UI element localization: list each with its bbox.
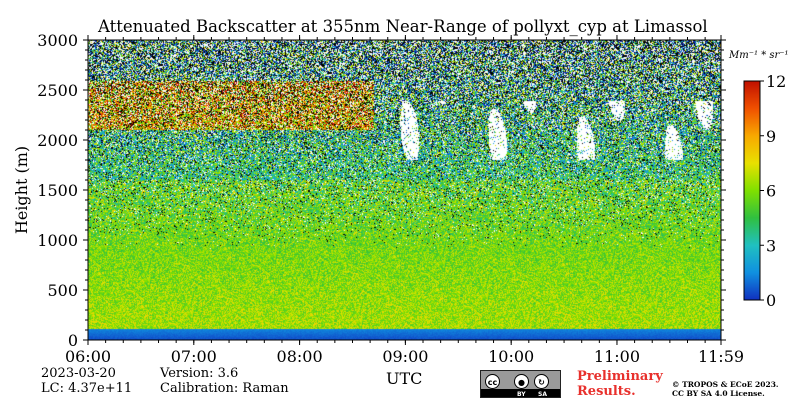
cc-by-label: BY bbox=[517, 391, 526, 398]
y-tick-label: 1500 bbox=[37, 181, 78, 200]
heatmap-image bbox=[88, 40, 721, 340]
date-label: 2023-03-20 bbox=[41, 366, 116, 381]
attribution-icon: ● bbox=[514, 374, 529, 389]
x-axis: 06:00 07:00 08:00 09:00 10:00 11:00 11:59 bbox=[65, 35, 744, 366]
cc-badge-band bbox=[481, 389, 560, 397]
copyright-line-2: CC BY SA 4.0 License. bbox=[672, 389, 765, 398]
colorbar-tick-label: 6 bbox=[766, 182, 776, 201]
chart-title: Attenuated Backscatter at 355nm Near-Ran… bbox=[98, 17, 708, 36]
y-tick-label: 2500 bbox=[37, 81, 78, 100]
y-tick-label: 500 bbox=[47, 281, 78, 300]
y-tick-label: 2000 bbox=[37, 131, 78, 150]
share-alike-icon: ↻ bbox=[534, 374, 549, 389]
cc-sa-label: SA bbox=[538, 391, 547, 398]
colorbar-tick-label: 3 bbox=[766, 236, 776, 255]
y-axis: 0 500 1000 1500 2000 2500 3000 bbox=[37, 31, 726, 350]
y-axis-label: Height (m) bbox=[12, 146, 31, 234]
colorbar-tick-label: 0 bbox=[766, 291, 776, 310]
preliminary-line-1: Preliminary bbox=[577, 369, 663, 384]
x-tick-label: 08:00 bbox=[277, 347, 323, 366]
x-tick-label: 07:00 bbox=[171, 347, 217, 366]
preliminary-line-2: Results. bbox=[577, 384, 636, 399]
copyright-notice: © TROPOS & ECoE 2023. CC BY SA 4.0 Licen… bbox=[672, 380, 779, 398]
preliminary-results-label: Preliminary Results. bbox=[577, 369, 663, 399]
x-tick-label: 09:00 bbox=[382, 347, 428, 366]
colorbar-gradient bbox=[743, 80, 761, 301]
colorbar: 0 3 6 9 12 bbox=[743, 72, 786, 310]
y-tick-label: 1000 bbox=[37, 231, 78, 250]
x-axis-label: UTC bbox=[386, 369, 423, 388]
backscatter-heatmap bbox=[88, 40, 721, 340]
x-tick-label: 06:00 bbox=[65, 347, 111, 366]
colorbar-tick-label: 9 bbox=[766, 127, 776, 146]
cc-license-badge[interactable]: cc ● ↻ BY SA bbox=[480, 370, 561, 398]
version-label: Version: 3.6 bbox=[160, 366, 239, 381]
x-tick-label: 11:59 bbox=[698, 347, 744, 366]
x-tick-label: 10:00 bbox=[488, 347, 534, 366]
cc-icon: cc bbox=[485, 374, 500, 389]
copyright-line-1: © TROPOS & ECoE 2023. bbox=[672, 380, 779, 389]
y-tick-label: 3000 bbox=[37, 31, 78, 50]
colorbar-unit: Mm⁻¹ * sr⁻¹ bbox=[728, 50, 789, 61]
calibration-label: Calibration: Raman bbox=[160, 381, 289, 396]
x-tick-label: 11:00 bbox=[594, 347, 640, 366]
y-tick-label: 0 bbox=[68, 331, 78, 350]
lc-label: LC: 4.37e+11 bbox=[41, 381, 133, 396]
colorbar-tick-label: 12 bbox=[766, 72, 786, 91]
